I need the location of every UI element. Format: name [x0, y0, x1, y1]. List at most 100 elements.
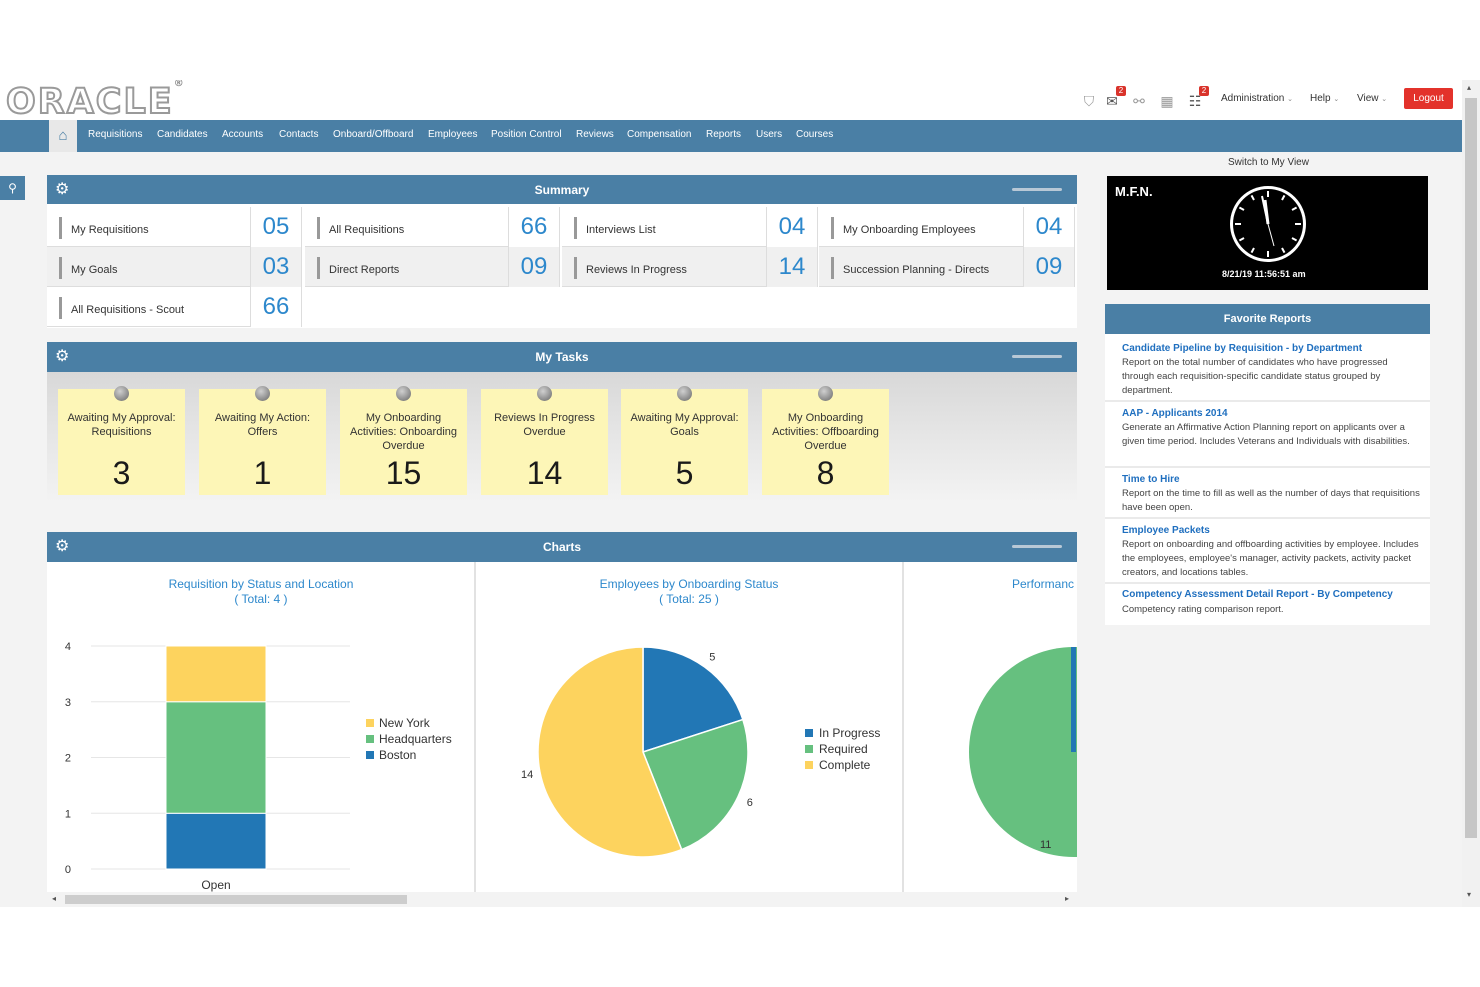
summary-count[interactable]: 04	[766, 207, 818, 247]
pie-slice	[537, 646, 683, 858]
summary-count[interactable]: 03	[250, 247, 302, 287]
home-icon[interactable]: ⌂	[49, 120, 77, 152]
notification-badge: 2	[1116, 86, 1126, 96]
gear-icon[interactable]: ⚙	[55, 181, 70, 198]
legend-swatch	[805, 729, 813, 737]
nav-item-requisitions[interactable]: Requisitions	[88, 129, 143, 140]
clock-label: M.F.N.	[1115, 184, 1153, 199]
minimize-handle[interactable]	[1012, 355, 1062, 358]
report-link[interactable]: Employee Packets	[1122, 525, 1210, 536]
link-icon[interactable]: ⚯	[1133, 93, 1145, 109]
nav-item-courses[interactable]: Courses	[796, 129, 834, 140]
bookmark-icon[interactable]: ⛉	[1083, 93, 1095, 109]
report-description: Report on the time to fill as well as th…	[1122, 488, 1420, 513]
scroll-left-icon[interactable]: ◂	[52, 894, 57, 903]
performance-pie-label: 11	[1040, 839, 1051, 851]
vertical-scrollbar[interactable]: ▴ ▾	[1462, 80, 1480, 907]
legend-swatch	[805, 745, 813, 753]
summary-title: Summary	[534, 183, 590, 197]
summary-count[interactable]: 09	[1023, 247, 1075, 287]
nav-item-position-control[interactable]: Position Control	[491, 129, 562, 140]
help-menu[interactable]: Help ⌄	[1310, 93, 1340, 104]
gear-icon[interactable]: ⚙	[55, 348, 70, 365]
nav-item-candidates[interactable]: Candidates	[157, 129, 208, 140]
summary-count[interactable]: 66	[508, 207, 560, 247]
task-note[interactable]: My Onboarding Activities: Onboarding Ove…	[340, 386, 467, 495]
nav-item-compensation[interactable]: Compensation	[627, 129, 692, 140]
task-note[interactable]: My Onboarding Activities: Offboarding Ov…	[762, 386, 889, 495]
summary-count[interactable]: 05	[250, 207, 302, 247]
nav-item-users[interactable]: Users	[756, 129, 783, 140]
charts-title: Charts	[542, 540, 581, 554]
nav-item-reports[interactable]: Reports	[706, 129, 742, 140]
summary-item[interactable]: Succession Planning - Directs	[819, 247, 1023, 287]
pin-icon	[537, 386, 552, 401]
pie-value-label: 6	[747, 797, 753, 809]
summary-item[interactable]: Direct Reports	[305, 247, 508, 287]
summary-item[interactable]: My Goals	[47, 247, 250, 287]
nav-item-contacts[interactable]: Contacts	[279, 129, 319, 140]
task-note[interactable]: Awaiting My Approval: Requisitions 3	[58, 386, 185, 495]
report-link[interactable]: Time to Hire	[1122, 474, 1180, 485]
favorite-report-item: Competency Assessment Detail Report - By…	[1105, 584, 1430, 625]
clock-face-icon	[1230, 186, 1306, 262]
nav-item-employees[interactable]: Employees	[428, 129, 478, 140]
clock-widget: M.F.N. 8/21/19 11:56:51 am	[1107, 176, 1428, 290]
main-nav: ⌂ Requisitions Candidates Accounts Conta…	[0, 120, 1462, 152]
report-link[interactable]: Candidate Pipeline by Requisition - by D…	[1122, 343, 1363, 354]
summary-count[interactable]: 04	[1023, 207, 1075, 247]
summary-item[interactable]: Interviews List	[562, 207, 766, 247]
scroll-up-icon[interactable]: ▴	[1467, 83, 1472, 92]
bar-chart: 0 1 2 3 4 Open New York Headquarters Boston	[65, 641, 452, 892]
report-description: Competency rating comparison report.	[1122, 604, 1284, 615]
report-icon[interactable]: ▦	[1160, 93, 1174, 109]
oracle-logo: ORACLE®	[5, 80, 186, 123]
legend-label: Required	[819, 742, 868, 756]
nav-item-reviews[interactable]: Reviews	[576, 129, 614, 140]
scroll-right-icon[interactable]: ▸	[1065, 894, 1070, 903]
minimize-handle[interactable]	[1012, 545, 1062, 548]
logout-button[interactable]: Logout	[1404, 88, 1453, 109]
summary-count[interactable]: 66	[250, 287, 302, 327]
performance-pie-slice	[1071, 647, 1076, 752]
summary-item[interactable]: Reviews In Progress	[562, 247, 766, 287]
scroll-down-icon[interactable]: ▾	[1467, 890, 1472, 899]
checklist-icon[interactable]: ☷ 2	[1186, 86, 1209, 110]
notification-badge: 2	[1199, 86, 1209, 96]
legend-label: Complete	[819, 758, 871, 772]
chart-divider	[474, 562, 476, 892]
favorite-report-item: Time to Hire Report on the time to fill …	[1105, 468, 1430, 519]
summary-item[interactable]: All Requisitions - Scout	[47, 287, 250, 327]
charts-header: ⚙ Charts	[47, 532, 1077, 562]
report-description: Report on the total number of candidates…	[1122, 357, 1388, 396]
gear-icon[interactable]: ⚙	[55, 538, 70, 555]
administration-menu[interactable]: Administration ⌄	[1221, 93, 1294, 104]
view-menu[interactable]: View ⌄	[1357, 93, 1388, 104]
legend-swatch	[366, 735, 374, 743]
summary-count[interactable]: 09	[508, 247, 560, 287]
search-icon[interactable]: ⚲	[0, 176, 25, 200]
report-link[interactable]: Competency Assessment Detail Report - By…	[1122, 589, 1393, 600]
summary-item[interactable]: My Onboarding Employees	[819, 207, 1023, 247]
scrollbar-thumb[interactable]	[1465, 98, 1477, 838]
y-tick-label: 0	[65, 864, 71, 876]
horizontal-scrollbar[interactable]: ◂ ▸	[47, 892, 1077, 906]
summary-count[interactable]: 14	[766, 247, 818, 287]
report-link[interactable]: AAP - Applicants 2014	[1122, 408, 1228, 419]
x-tick-label: Open	[201, 878, 230, 892]
task-note[interactable]: Reviews In Progress Overdue 14	[481, 386, 608, 495]
minimize-handle[interactable]	[1012, 188, 1062, 191]
nav-item-onboard-offboard[interactable]: Onboard/Offboard	[333, 129, 414, 140]
task-note[interactable]: Awaiting My Approval: Goals 5	[621, 386, 748, 495]
pin-icon	[818, 386, 833, 401]
switch-view-link[interactable]: Switch to My View	[1228, 157, 1309, 168]
pin-icon	[396, 386, 411, 401]
summary-item[interactable]: My Requisitions	[47, 207, 250, 247]
pie-chart: 5 6 14 In Progress Required Complete	[521, 646, 880, 858]
nav-item-accounts[interactable]: Accounts	[222, 129, 264, 140]
summary-item[interactable]: All Requisitions	[305, 207, 508, 247]
scrollbar-thumb[interactable]	[65, 895, 407, 904]
tasks-alert-icon[interactable]: ✉ 2	[1103, 86, 1126, 110]
task-note[interactable]: Awaiting My Action: Offers 1	[199, 386, 326, 495]
bar-chart-title: Requisition by Status and Location( Tota…	[168, 577, 354, 606]
